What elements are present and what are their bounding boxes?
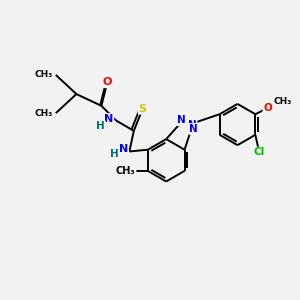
Text: Cl: Cl (253, 148, 265, 158)
Text: N: N (119, 143, 128, 154)
Text: O: O (263, 103, 272, 113)
Text: S: S (139, 104, 147, 114)
Text: CH₃: CH₃ (274, 97, 292, 106)
Text: N: N (104, 114, 113, 124)
Text: CH₃: CH₃ (34, 109, 53, 118)
Text: CH₃: CH₃ (116, 166, 136, 176)
Text: O: O (103, 77, 112, 87)
Text: H: H (110, 149, 119, 159)
Text: N: N (188, 119, 197, 130)
Text: N: N (189, 124, 198, 134)
Text: H: H (97, 122, 105, 131)
Text: CH₃: CH₃ (34, 70, 53, 80)
Text: N: N (177, 115, 186, 125)
